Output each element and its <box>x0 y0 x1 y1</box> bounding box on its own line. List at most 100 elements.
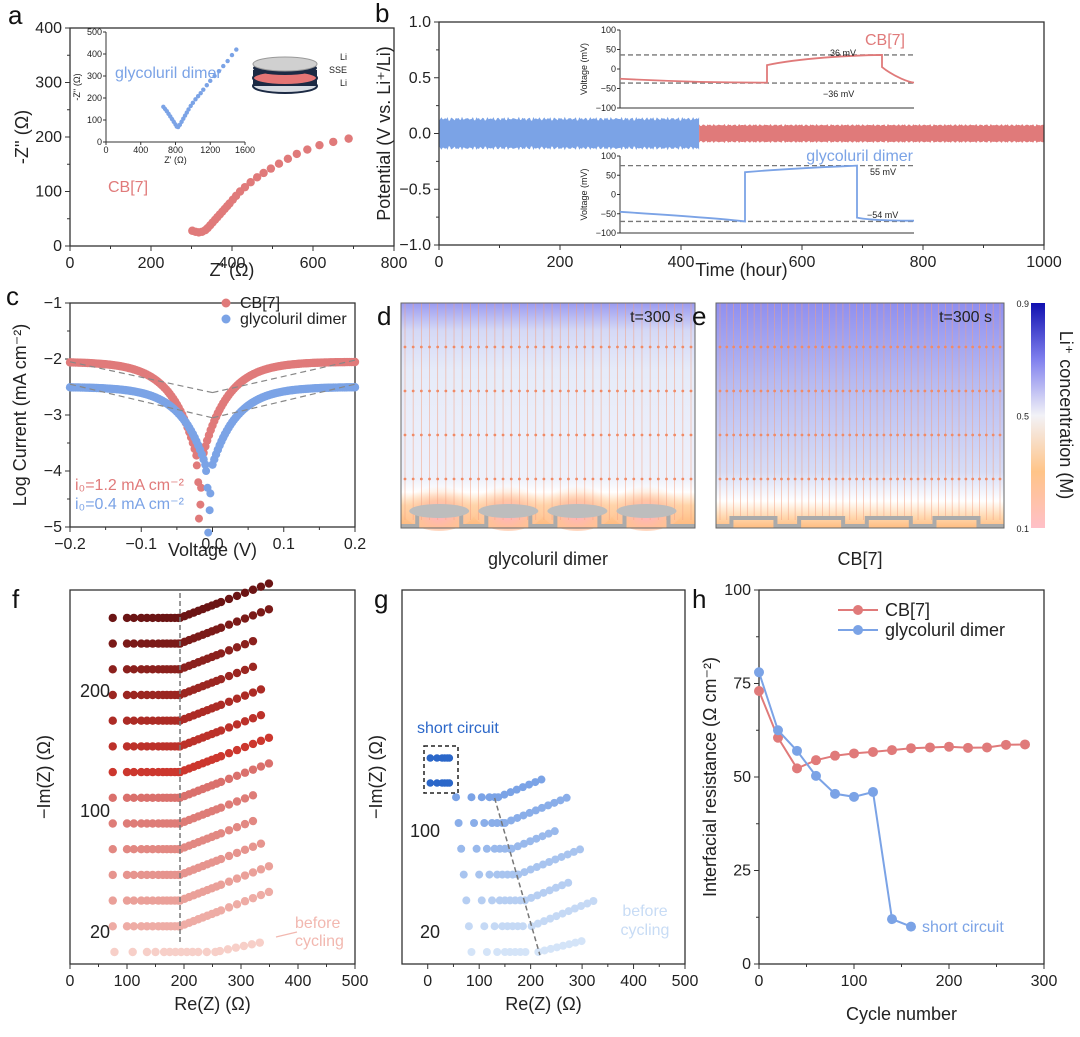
data-point-cb7 <box>266 164 276 173</box>
inset-data-point <box>201 87 206 92</box>
flux-arrow <box>978 389 981 393</box>
y-tick-label: 0.5 <box>409 70 431 87</box>
eis-point <box>248 791 258 800</box>
flux-arrow <box>930 477 934 481</box>
eis-point <box>232 797 242 806</box>
flux-arrow <box>428 433 431 437</box>
flux-arrow <box>518 345 521 349</box>
y-tick-label: −1.0 <box>399 237 431 254</box>
flux-arrow <box>964 477 968 481</box>
x-tick-label: 400 <box>620 973 647 990</box>
lithium-deposit <box>547 504 608 518</box>
flux-arrow <box>468 389 472 393</box>
flux-arrow <box>998 389 1002 393</box>
eis-point <box>494 793 503 802</box>
flux-arrow <box>984 389 988 393</box>
x-tick-label: 800 <box>381 255 408 272</box>
flux-arrow <box>745 433 749 437</box>
inset-bg <box>620 156 914 233</box>
flux-arrow <box>984 477 988 481</box>
eis-point <box>122 639 132 648</box>
flux-arrow <box>542 433 546 437</box>
eis-point <box>576 845 585 854</box>
eis-point <box>122 896 132 905</box>
eis-point <box>122 665 132 674</box>
flux-arrow <box>468 433 472 437</box>
eis-point <box>122 922 132 931</box>
eis-point <box>240 742 250 752</box>
flux-arrow <box>909 433 913 437</box>
data-point-glycoluril <box>906 921 916 932</box>
flux-arrow <box>534 345 538 349</box>
eis-point <box>532 863 541 872</box>
eis-point <box>470 819 479 827</box>
flux-arrow <box>807 389 811 393</box>
flux-arrow <box>501 389 505 393</box>
flux-arrow <box>591 345 595 349</box>
eis-point <box>525 808 534 817</box>
eis-point <box>540 917 549 926</box>
tafel-fit-line <box>69 361 213 394</box>
inset-data-point <box>208 78 213 84</box>
flux-arrow <box>984 345 988 349</box>
flux-arrow <box>943 433 947 437</box>
flux-arrow <box>766 433 770 437</box>
data-point-cb7 <box>196 500 205 509</box>
flux-arrow <box>583 433 587 437</box>
panel-h: 0 100 200 300 0 25 50 75 100 h Cycle number Interfa… <box>692 582 1057 1024</box>
flux-arrow <box>759 477 763 481</box>
eis-point <box>240 819 250 829</box>
data-point-glycoluril <box>849 791 859 802</box>
flux-arrow <box>930 389 934 393</box>
flux-arrow <box>889 345 893 349</box>
eis-point <box>467 948 476 956</box>
flux-arrow <box>868 433 872 437</box>
flux-arrow <box>493 389 497 393</box>
flux-arrow <box>526 477 529 481</box>
eis-point <box>232 591 242 601</box>
flux-arrow <box>725 345 729 349</box>
flux-arrow <box>640 389 644 393</box>
flux-arrow <box>509 345 513 349</box>
x-tick-label: 200 <box>138 255 165 272</box>
eis-point <box>248 868 258 877</box>
data-point-cb7 <box>315 140 324 150</box>
flux-arrow <box>718 345 722 349</box>
flux-arrow <box>868 477 872 481</box>
eis-point <box>202 947 211 957</box>
data-point-cb7 <box>292 149 301 159</box>
flux-arrow <box>583 477 587 481</box>
eis-point <box>129 690 139 700</box>
flux-arrow <box>759 433 763 437</box>
eis-point <box>240 897 250 906</box>
eis-point <box>248 662 258 672</box>
exchange-current-label: i₀=0.4 mA cm⁻² <box>75 496 185 513</box>
eis-point <box>108 716 117 725</box>
inset-data-point <box>186 107 191 112</box>
flux-arrow <box>518 433 521 437</box>
voltage-profile <box>619 54 915 84</box>
inset-x-tick-label: 400 <box>133 145 148 155</box>
eis-point <box>108 896 117 905</box>
flux-arrow <box>780 389 783 393</box>
series-line-cb7 <box>758 690 1026 770</box>
flux-arrow <box>665 433 668 437</box>
eis-point <box>518 783 527 792</box>
eis-point <box>472 844 481 853</box>
flux-arrow <box>841 477 845 481</box>
flux-arrow <box>759 389 763 393</box>
flux-arrow <box>950 345 954 349</box>
before-cycling-label: before <box>295 915 340 932</box>
panel-caption: CB[7] <box>837 549 882 569</box>
inset-y-tick-label: 0 <box>97 137 102 147</box>
flux-arrow <box>759 345 763 349</box>
eis-point <box>129 613 139 623</box>
flux-arrow <box>485 433 489 437</box>
legend-entry: glycoluril dimer <box>885 620 1005 640</box>
x-tick-label: 500 <box>672 973 699 990</box>
eis-point <box>538 860 547 869</box>
eis-point <box>556 796 565 805</box>
eis-point <box>464 922 473 931</box>
flux-arrow <box>673 389 677 393</box>
eis-point <box>240 691 250 700</box>
